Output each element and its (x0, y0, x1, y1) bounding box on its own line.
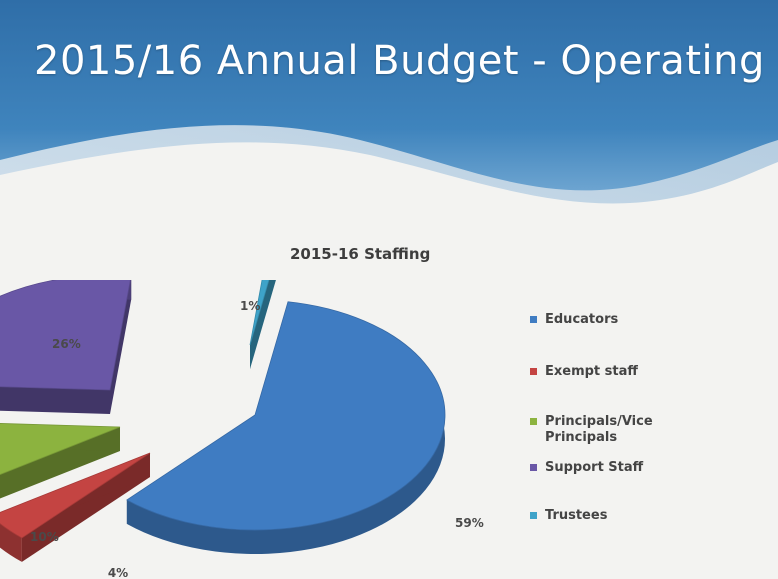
legend-item-principals-vice-principals: Principals/Vice Principals (530, 414, 760, 446)
legend-item-exempt-staff: Exempt staff (530, 364, 760, 380)
data-label-trustees: 1% (240, 299, 260, 313)
legend-swatch (530, 512, 537, 519)
pie-slice-exempt-staff (0, 452, 151, 562)
title-banner (0, 0, 778, 215)
legend-label: Principals/Vice Principals (545, 414, 653, 445)
chart-title: 2015-16 Staffing (290, 245, 431, 263)
legend-item-trustees: Trustees (530, 508, 760, 524)
legend-label: Exempt staff (545, 364, 638, 379)
data-label-exempt-staff: 4% (108, 566, 128, 579)
pie-chart: 59% 4% 10% 26% 1% (0, 280, 484, 579)
legend-swatch (530, 316, 537, 323)
banner-background (0, 0, 778, 215)
legend-label: Trustees (545, 508, 608, 523)
data-label-support-staff: 26% (52, 337, 81, 351)
legend-swatch (530, 464, 537, 471)
legend-item-educators: Educators (530, 312, 760, 328)
legend-swatch (530, 418, 537, 425)
pie-slice-principals-vice-principals (0, 423, 121, 499)
legend-label: Educators (545, 312, 619, 327)
data-label-principals-vice-principals: 10% (30, 530, 59, 544)
legend-item-support-staff: Support Staff (530, 460, 760, 476)
slide-title: 2015/16 Annual Budget - Operating (34, 38, 765, 84)
legend-swatch (530, 368, 537, 375)
pie-slice-educators (126, 301, 446, 554)
pie-slice-trustees (249, 280, 276, 369)
legend-label: Support Staff (545, 460, 644, 475)
data-label-educators: 59% (455, 516, 484, 530)
pie-slice-support-staff (0, 280, 132, 414)
